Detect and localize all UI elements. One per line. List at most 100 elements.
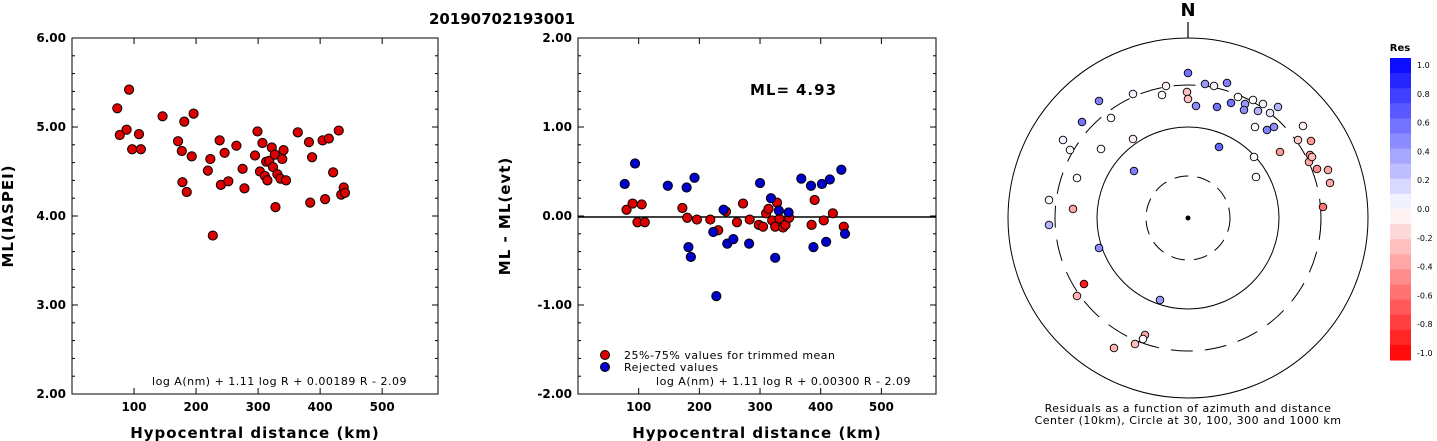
- station-residual-point: [1072, 173, 1082, 183]
- station-residual-point: [1079, 279, 1089, 289]
- station-residual-point: [1265, 108, 1275, 118]
- data-point: [718, 204, 729, 215]
- station-residual-point: [1249, 152, 1259, 162]
- data-point: [252, 126, 263, 137]
- station-residual-point: [1248, 95, 1258, 105]
- data-point: [619, 178, 630, 190]
- data-point: [627, 198, 638, 209]
- colorbar-cell: [1390, 344, 1411, 361]
- station-residual-point: [1106, 113, 1116, 123]
- station-residual-point: [1065, 145, 1075, 155]
- station-residual-point: [1129, 166, 1139, 176]
- station-residual-point: [1212, 102, 1222, 112]
- data-point: [689, 172, 700, 183]
- ml-iaspei|0-y-tick-label: 2.00: [36, 387, 66, 401]
- colorbar-cell: [1390, 239, 1411, 255]
- data-point: [292, 127, 303, 138]
- data-point: [691, 214, 703, 225]
- data-point: [262, 175, 273, 186]
- station-residual-point: [1183, 68, 1193, 78]
- data-point: [202, 165, 213, 176]
- colorbar-tick-label: 0.0: [1417, 205, 1430, 214]
- polar-caption-line2: Center (10km), Circle at 30, 100, 300 an…: [1035, 414, 1342, 427]
- station-residual-point: [1068, 204, 1078, 214]
- ml-residual|1-x-tick-label: 500: [869, 400, 894, 414]
- data-point: [763, 203, 774, 214]
- data-point: [621, 204, 632, 215]
- colorbar-cell: [1390, 224, 1411, 240]
- colorbar-cell: [1390, 314, 1411, 331]
- colorbar-cell: [1390, 284, 1411, 301]
- colorbar-tick-label: 0.4: [1417, 147, 1430, 156]
- station-residual-point: [1251, 172, 1261, 182]
- station-residual-point: [1128, 89, 1138, 99]
- station-residual-point: [1318, 202, 1328, 212]
- ml-residual|1-y-tick-label: -1.00: [537, 298, 572, 312]
- data-point: [636, 199, 647, 210]
- data-point: [808, 242, 819, 253]
- legend-marker-rejected: [600, 362, 610, 372]
- data-point: [112, 103, 123, 114]
- data-point: [305, 197, 316, 208]
- station-residual-point: [1253, 106, 1263, 116]
- ml-iaspei-formula: log A(nm) + 1.11 log R + 0.00189 R - 2.0…: [152, 375, 407, 388]
- data-point: [711, 291, 722, 302]
- colorbar-tick-label: 1.0: [1417, 61, 1430, 70]
- data-point: [177, 177, 188, 188]
- colorbar-tick-label: -0.4: [1417, 263, 1433, 272]
- ml-iaspei|0-x-tick-label: 400: [308, 400, 333, 414]
- ml-iaspei-y-axis-label: ML(IASPEI): [0, 164, 17, 267]
- data-point: [731, 217, 743, 228]
- colorbar-cell: [1390, 254, 1411, 270]
- data-point: [806, 219, 817, 230]
- station-residual-point: [1209, 81, 1219, 91]
- ml-iaspei|0-x-tick-label: 500: [370, 400, 395, 414]
- data-point: [816, 178, 828, 190]
- ml-residual|1-x-tick-label: 400: [808, 400, 833, 414]
- data-point: [231, 140, 242, 151]
- ring-100km: [1096, 126, 1280, 310]
- colorbar-cell: [1390, 88, 1411, 104]
- colorbar-tick-label: -0.6: [1417, 291, 1433, 300]
- data-point: [827, 208, 838, 219]
- station-residual-point: [1307, 152, 1317, 162]
- data-point: [773, 205, 784, 216]
- polar-caption-line1: Residuals as a function of azimuth and d…: [1045, 402, 1332, 415]
- station-residual-point: [1130, 339, 1140, 349]
- data-point: [705, 214, 716, 225]
- data-point: [157, 111, 168, 122]
- ml-iaspei|0-y-tick-label: 3.00: [36, 298, 66, 312]
- data-point: [114, 129, 125, 141]
- station-residual-point: [1044, 220, 1054, 230]
- data-point: [754, 177, 766, 189]
- epicenter-marker: [1185, 215, 1191, 221]
- ml-iaspei-x-axis-label: Hypocentral distance (km): [130, 424, 380, 441]
- colorbar-cell: [1390, 209, 1411, 225]
- legend-label-rejected: Rejected values: [624, 361, 719, 374]
- data-point: [303, 137, 315, 148]
- station-residual-point: [1306, 136, 1316, 146]
- station-residual-point: [1323, 165, 1333, 175]
- station-residual-point: [1077, 117, 1087, 127]
- data-point: [836, 164, 847, 175]
- data-point: [821, 236, 832, 247]
- station-residual-point: [1096, 144, 1106, 154]
- data-point: [237, 163, 248, 174]
- data-point: [249, 150, 261, 161]
- data-point: [757, 221, 769, 232]
- ml-iaspei-ticks: 100 200 300 400 500 2.00 3.00 4.00 5.00 6.00: [36, 31, 438, 414]
- ml-residual|1-y-tick-label: 0.00: [542, 209, 572, 223]
- data-point: [765, 193, 777, 204]
- data-point: [239, 183, 250, 194]
- ml-residual|1-x-tick-label: 200: [687, 400, 712, 414]
- data-point: [328, 167, 339, 178]
- colorbar-title: Res: [1390, 43, 1410, 54]
- station-residual-point: [1094, 243, 1104, 253]
- data-point: [818, 215, 829, 226]
- station-residual-point: [1072, 291, 1082, 301]
- ring-1000km: [1007, 37, 1369, 399]
- data-point: [127, 144, 138, 155]
- station-residual-point: [1214, 142, 1224, 152]
- data-point: [207, 230, 218, 241]
